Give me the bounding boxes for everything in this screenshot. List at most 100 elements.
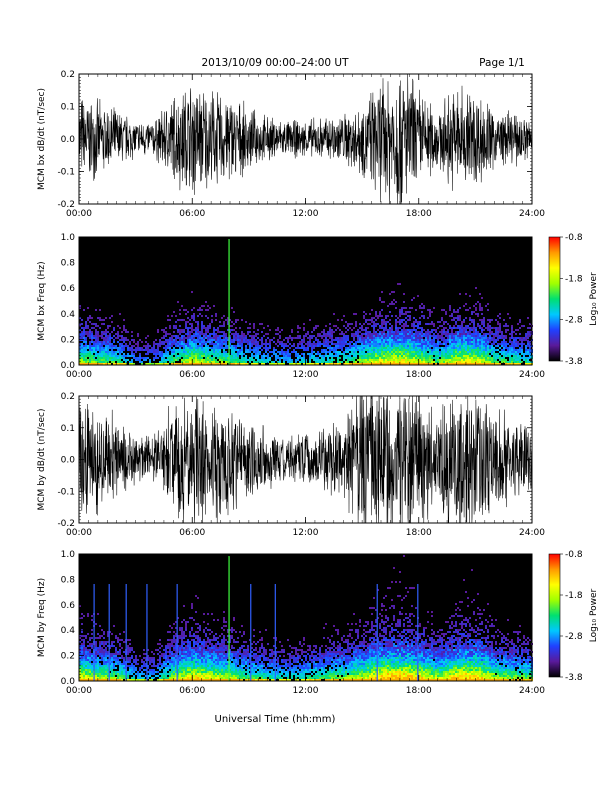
- spectrogram-cell: [157, 353, 159, 355]
- spectrogram-cell: [201, 315, 203, 317]
- spectrogram-cell: [453, 361, 455, 363]
- spectrogram-cell: [111, 665, 113, 667]
- spectrogram-cell: [411, 345, 413, 347]
- spectrogram-cell: [335, 353, 337, 355]
- spectrogram-cell: [373, 317, 375, 319]
- spectrogram-cell: [261, 345, 263, 347]
- spectrogram-cell: [479, 359, 481, 361]
- spectrogram-cell: [371, 337, 373, 339]
- spectrogram-cell: [123, 339, 125, 341]
- spectrogram-cell: [183, 361, 185, 363]
- spectrogram-cell: [303, 339, 305, 341]
- spectrogram-cell: [295, 355, 297, 357]
- spectrogram-cell: [409, 311, 411, 313]
- spectrogram-cell: [343, 345, 345, 347]
- spectrogram-cell: [461, 339, 463, 341]
- spectrogram-cell: [207, 337, 209, 339]
- spectrogram-cell: [89, 333, 91, 335]
- spectrogram-cell: [87, 307, 89, 309]
- spectrogram-cell: [227, 339, 229, 341]
- spectrogram-cell: [419, 341, 421, 343]
- spectrogram-cell: [511, 359, 513, 361]
- spectrogram-cell: [303, 337, 305, 339]
- spectrogram-cell: [443, 329, 445, 331]
- spectrogram-cell: [187, 337, 189, 339]
- spectrogram-cell: [163, 353, 165, 355]
- spectrogram-cell: [87, 669, 89, 671]
- spectrogram-cell: [491, 353, 493, 355]
- spectrogram-cell: [363, 315, 365, 317]
- spectrogram-cells: [79, 555, 533, 681]
- spectrogram-cell: [163, 671, 165, 673]
- spectrogram-cell: [329, 349, 331, 351]
- spectrogram-cell: [93, 363, 95, 365]
- spectrogram-cell: [453, 311, 455, 313]
- spectrogram-cell: [431, 339, 433, 341]
- spectrogram-cell: [387, 353, 389, 355]
- spectrogram-cell: [403, 313, 405, 315]
- spectrogram-cell: [385, 341, 387, 343]
- spectrogram-cell: [279, 361, 281, 363]
- spectrogram-cell: [83, 659, 85, 661]
- spectrogram-cell: [143, 649, 145, 651]
- spectrogram-cell: [433, 345, 435, 347]
- spectrogram-cell: [107, 357, 109, 359]
- spectrogram-cell: [89, 347, 91, 349]
- spectrogram-cell: [237, 359, 239, 361]
- spectrogram-cell: [441, 363, 443, 365]
- spectrogram-cell: [113, 335, 115, 337]
- spectrogram-cell: [421, 337, 423, 339]
- spectrogram-cell: [219, 355, 221, 357]
- spectrogram-cell: [95, 331, 97, 333]
- spectrogram-cell: [127, 349, 129, 351]
- spectrogram-cell: [433, 351, 435, 353]
- spectrogram-cell: [185, 325, 187, 327]
- spectrogram-cell: [393, 351, 395, 353]
- spectrogram-cell: [243, 353, 245, 355]
- spectrogram-cell: [257, 353, 259, 355]
- spectrogram-cell: [397, 359, 399, 361]
- spectrogram-cell: [215, 347, 217, 349]
- spectrogram-cell: [229, 325, 231, 327]
- spectrogram-cell: [209, 343, 211, 345]
- spectrogram-cell: [227, 347, 229, 349]
- spectrogram-cell: [89, 679, 91, 681]
- spectrogram-cell: [523, 359, 525, 361]
- spectrogram-cell: [195, 363, 197, 365]
- spectrogram-cell: [455, 339, 457, 341]
- spectrogram-cell: [453, 345, 455, 347]
- spectrogram-cell: [117, 333, 119, 335]
- spectrogram-cell: [419, 331, 421, 333]
- spectrogram-cell: [121, 673, 123, 675]
- spectrogram-cell: [345, 351, 347, 353]
- spectrogram-cell: [305, 343, 307, 345]
- spectrogram-cell: [371, 317, 373, 319]
- spectrogram-cell: [115, 647, 117, 649]
- spectrogram-cell: [325, 341, 327, 343]
- spectrogram-cell: [111, 659, 113, 661]
- spectrogram-cell: [521, 325, 523, 327]
- spectrogram-cell: [253, 349, 255, 351]
- spectrogram-cell: [89, 649, 91, 651]
- spectrogram-cell: [375, 337, 377, 339]
- spectrogram-cell: [215, 343, 217, 345]
- spectrogram-cell: [119, 351, 121, 353]
- spectrogram-cell: [279, 341, 281, 343]
- spectrogram-cell: [125, 355, 127, 357]
- spectrogram-cell: [357, 337, 359, 339]
- spectrogram-cell: [469, 341, 471, 343]
- spectrogram-cell: [147, 659, 149, 661]
- spectrogram-cell: [483, 347, 485, 349]
- spectrogram-cell: [127, 671, 129, 673]
- spectrogram-cell: [483, 329, 485, 331]
- spectrogram-cell: [153, 665, 155, 667]
- spectrogram-cell: [399, 343, 401, 345]
- spectrogram-cell: [155, 649, 157, 651]
- spectrogram-cell: [265, 345, 267, 347]
- spectrogram-cell: [407, 349, 409, 351]
- spectrogram-cell: [245, 359, 247, 361]
- spectrogram-cell: [493, 343, 495, 345]
- spectrogram-cell: [329, 327, 331, 329]
- spectrogram-cell: [385, 317, 387, 319]
- spectrogram-cell: [483, 351, 485, 353]
